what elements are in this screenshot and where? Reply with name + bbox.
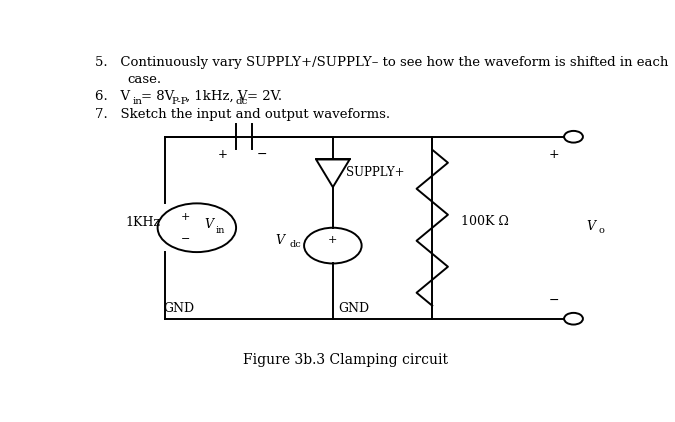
Text: +: + bbox=[328, 235, 338, 245]
Text: in: in bbox=[132, 97, 142, 106]
Text: = 2V.: = 2V. bbox=[246, 89, 281, 103]
Text: +: + bbox=[218, 148, 228, 161]
Text: −: − bbox=[257, 148, 267, 161]
Text: 6.   V: 6. V bbox=[95, 89, 130, 103]
Text: −: − bbox=[548, 294, 559, 307]
Text: dc: dc bbox=[290, 240, 301, 249]
Text: GND: GND bbox=[338, 303, 369, 316]
Text: 5.   Continuously vary SUPPLY+/SUPPLY– to see how the waveform is shifted in eac: 5. Continuously vary SUPPLY+/SUPPLY– to … bbox=[95, 56, 668, 68]
Text: P-P: P-P bbox=[171, 97, 188, 106]
Text: +: + bbox=[180, 212, 190, 222]
Text: = 8V: = 8V bbox=[141, 89, 174, 103]
Text: V: V bbox=[587, 219, 595, 233]
Text: o: o bbox=[599, 227, 605, 235]
Text: in: in bbox=[216, 227, 225, 235]
Text: 7.   Sketch the input and output waveforms.: 7. Sketch the input and output waveforms… bbox=[95, 108, 390, 121]
Text: V: V bbox=[205, 218, 214, 231]
Text: Figure 3b.3 Clamping circuit: Figure 3b.3 Clamping circuit bbox=[244, 354, 448, 368]
Text: case.: case. bbox=[128, 73, 161, 87]
Text: GND: GND bbox=[163, 303, 194, 316]
Text: 100K Ω: 100K Ω bbox=[461, 215, 509, 228]
Text: dc: dc bbox=[235, 97, 248, 106]
Text: 1KHz: 1KHz bbox=[126, 216, 160, 230]
Text: SUPPLY+: SUPPLY+ bbox=[346, 166, 404, 179]
Text: , 1kHz, V: , 1kHz, V bbox=[186, 89, 247, 103]
Text: −: − bbox=[180, 234, 190, 243]
Text: V: V bbox=[275, 234, 284, 247]
Text: +: + bbox=[548, 148, 559, 161]
